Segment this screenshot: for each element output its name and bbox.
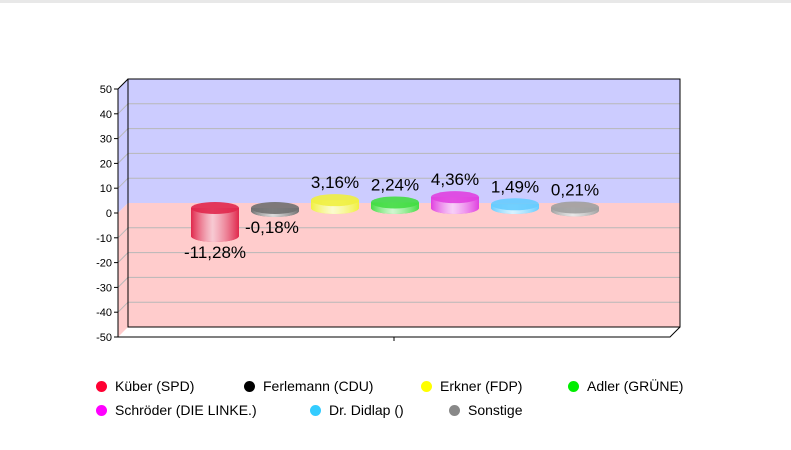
left-wall-positive bbox=[118, 79, 128, 213]
legend-marker-icon bbox=[96, 404, 107, 416]
data-label: 3,16% bbox=[311, 173, 359, 192]
y-tick-label: -30 bbox=[96, 282, 112, 294]
bar-top bbox=[251, 202, 299, 214]
legend-item: Küber (SPD) bbox=[96, 378, 194, 394]
legend-item: Schröder (DIE LINKE.) bbox=[96, 402, 257, 418]
y-tick-label: 0 bbox=[106, 208, 112, 220]
legend-label: Küber (SPD) bbox=[115, 378, 195, 394]
back-wall-border bbox=[127, 78, 681, 328]
bar bbox=[191, 208, 240, 242]
y-tick-label: 10 bbox=[100, 183, 112, 195]
y-tick-label: -20 bbox=[96, 258, 112, 270]
y-tick-label: 50 bbox=[100, 84, 112, 96]
legend-marker-icon bbox=[568, 380, 579, 392]
y-tick-label: -10 bbox=[96, 233, 112, 245]
legend-marker-icon bbox=[310, 404, 321, 416]
bar-top bbox=[431, 191, 479, 204]
floor-edge bbox=[118, 326, 681, 338]
top-bar bbox=[0, 0, 791, 3]
y-tick-label: 20 bbox=[100, 158, 112, 170]
data-label: 4,36% bbox=[431, 170, 479, 189]
data-label: 2,24% bbox=[371, 175, 419, 194]
bar-top bbox=[311, 194, 359, 207]
bar-top bbox=[371, 196, 419, 209]
legend-label: Ferlemann (CDU) bbox=[263, 378, 374, 394]
y-tick-label: -40 bbox=[96, 307, 112, 319]
y-tick-label: -50 bbox=[96, 332, 112, 344]
legend-label: Dr. Didlap () bbox=[329, 402, 404, 418]
legend-item: Adler (GRÜNE) bbox=[568, 378, 683, 394]
data-label: -11,28% bbox=[184, 243, 246, 262]
legend-label: Erkner (FDP) bbox=[440, 378, 523, 394]
legend-label: Schröder (DIE LINKE.) bbox=[115, 402, 257, 418]
legend-item: Dr. Didlap () bbox=[310, 402, 404, 418]
left-wall-negative bbox=[118, 203, 128, 337]
bar-top bbox=[491, 198, 539, 211]
legend-item: Ferlemann (CDU) bbox=[244, 378, 373, 394]
positive-region bbox=[128, 79, 680, 203]
chart: 50 40 30 20 10 0 -10 -20 -30 -40 -50 -11,28% -0,18% 3… bbox=[96, 78, 681, 344]
legend-item: Sonstige bbox=[449, 402, 522, 418]
legend-marker-icon bbox=[96, 380, 107, 392]
legend-label: Sonstige bbox=[468, 402, 523, 418]
data-label: 1,49% bbox=[491, 177, 539, 196]
data-label: -0,18% bbox=[245, 218, 299, 237]
legend-marker-icon bbox=[421, 380, 432, 392]
legend-item: Erkner (FDP) bbox=[421, 378, 522, 394]
legend-marker-icon bbox=[244, 380, 255, 392]
legend-marker-icon bbox=[449, 404, 460, 416]
edge bbox=[117, 78, 129, 90]
legend-label: Adler (GRÜNE) bbox=[587, 378, 684, 394]
y-tick-label: 30 bbox=[100, 134, 112, 146]
bar-top bbox=[191, 202, 239, 214]
data-label: 0,21% bbox=[551, 180, 599, 199]
y-tick-label: 40 bbox=[100, 109, 112, 121]
bar-top bbox=[551, 201, 599, 214]
